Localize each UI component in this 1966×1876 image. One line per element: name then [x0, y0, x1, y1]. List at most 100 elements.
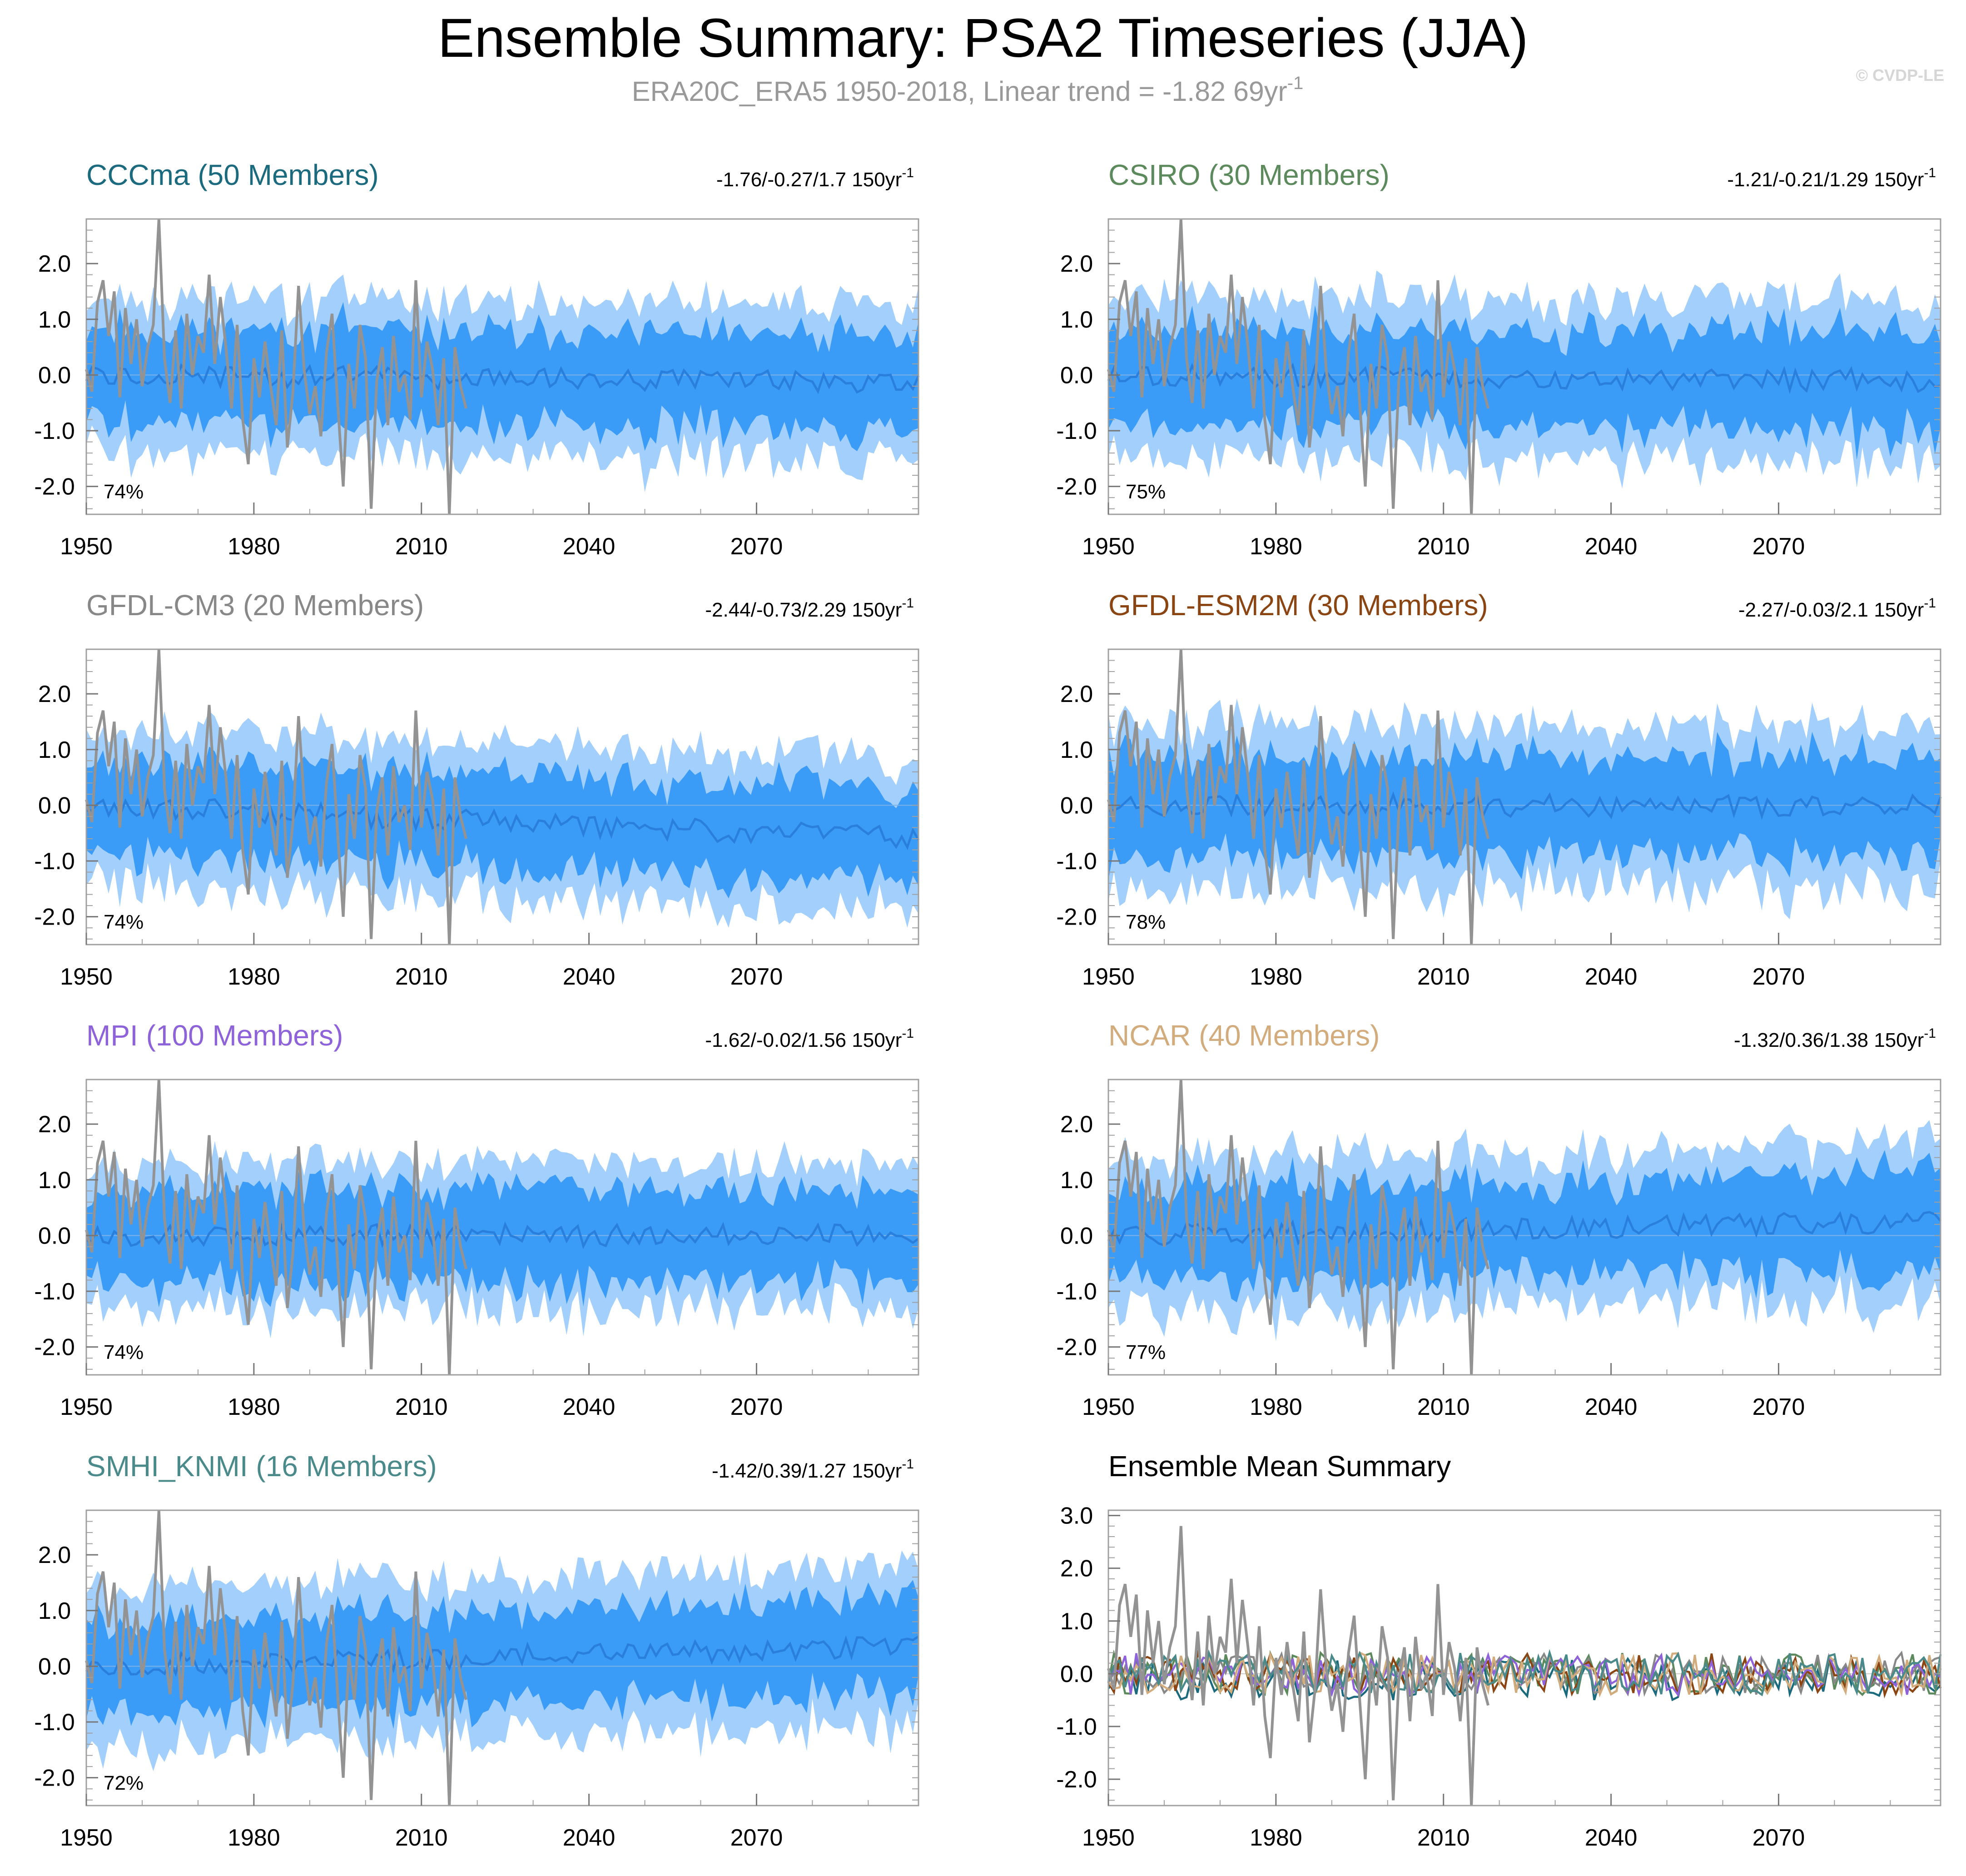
x-tick-label: 2040	[1585, 1394, 1638, 1420]
percent-label: 74%	[104, 481, 144, 503]
percent-label: 78%	[1126, 911, 1166, 933]
x-tick-label: 1950	[60, 1394, 113, 1420]
y-tick-label: -2.0	[1056, 904, 1097, 931]
ensemble-mean-line	[85, 363, 920, 394]
y-tick-label: 0.0	[1060, 792, 1093, 819]
x-tick-label: 1980	[1250, 1825, 1302, 1851]
x-tick-label: 2070	[1753, 533, 1805, 560]
x-tick-label: 2040	[563, 533, 616, 560]
panel-mpi: -2.0 -1.0 0.0 1.0 2.0 1950 1980 2010 2040 2070 MPI…	[34, 1019, 919, 1420]
x-tick-label: 2040	[1585, 1825, 1638, 1851]
x-tick-label: 1980	[1250, 533, 1302, 560]
y-tick-label: -2.0	[34, 474, 75, 500]
x-tick-label: 1980	[228, 964, 280, 990]
y-tick-label: 1.0	[38, 307, 71, 333]
y-tick-label: 1.0	[1060, 307, 1093, 333]
percent-label: 74%	[104, 1341, 144, 1363]
x-tick-label: 2010	[395, 1825, 448, 1851]
plot-frame	[1107, 1509, 1941, 1806]
observed-line	[1107, 219, 1490, 515]
trend-label-exponent: -1	[1924, 165, 1936, 180]
x-tick-label: 1950	[1082, 1394, 1135, 1420]
ensemble-mean-line	[85, 1635, 919, 1677]
figure-subtitle: ERA20C_ERA5 1950-2018, Linear trend = -1…	[632, 73, 1303, 107]
panel-gfdl-cm3: -2.0 -1.0 0.0 1.0 2.0 1950 1980 2010 2040 2070 GFD…	[34, 589, 920, 990]
trend-label: -1.42/0.39/1.27 150yr-1	[712, 1457, 914, 1482]
y-tick-label: 2.0	[38, 1542, 71, 1568]
y-tick-label: 2.0	[38, 681, 71, 707]
x-tick-label: 1980	[228, 533, 280, 560]
trend-label: -1.32/0.36/1.38 150yr-1	[1734, 1026, 1936, 1051]
x-tick-label: 2010	[395, 964, 448, 990]
x-tick-label: 2070	[730, 533, 783, 560]
y-tick-label: -2.0	[1056, 1334, 1097, 1361]
y-tick-label: -2.0	[34, 904, 75, 931]
y-tick-label: 3.0	[1060, 1503, 1093, 1529]
percent-label: 77%	[1126, 1341, 1166, 1363]
figure-title: Ensemble Summary: PSA2 Timeseries (JJA)	[438, 7, 1529, 69]
credit-label: © CVDP-LE	[1856, 66, 1944, 85]
x-tick-label: 1980	[1250, 1394, 1302, 1420]
x-tick-label: 2010	[1417, 1394, 1470, 1420]
y-tick-label: 1.0	[1060, 737, 1093, 763]
y-tick-label: -1.0	[1056, 1714, 1097, 1740]
trend-label-exponent: -1	[902, 1457, 914, 1472]
y-tick-label: 1.0	[38, 1167, 71, 1194]
panel-title: CSIRO (30 Members)	[1108, 159, 1390, 191]
observed-line	[85, 1510, 468, 1806]
x-tick-label: 2010	[395, 533, 448, 560]
x-tick-label: 2070	[1753, 1825, 1805, 1851]
y-tick-label: 1.0	[38, 1598, 71, 1624]
x-tick-label: 2040	[1585, 533, 1638, 560]
y-tick-label: 2.0	[1060, 1111, 1093, 1138]
x-tick-label: 1950	[60, 1825, 113, 1851]
trend-label-text: -1.76/-0.27/1.7 150yr	[716, 169, 902, 191]
x-tick-label: 1950	[1082, 964, 1135, 990]
y-tick-label: -1.0	[34, 1279, 75, 1305]
panel-csiro: -2.0 -1.0 0.0 1.0 2.0 1950 1980 2010 2040 2070 CSI…	[1056, 159, 1941, 560]
x-tick-label: 2070	[730, 1394, 783, 1420]
x-tick-label: 2010	[1417, 964, 1470, 990]
trend-label-exponent: -1	[902, 596, 914, 611]
ensemble-mean-series	[1107, 1649, 1942, 1697]
observed-line	[1107, 1079, 1490, 1375]
panel-title: NCAR (40 Members)	[1108, 1019, 1380, 1052]
plot-frame	[1107, 218, 1941, 515]
y-tick-label: -2.0	[1056, 1767, 1097, 1793]
x-tick-label: 2040	[563, 964, 616, 990]
x-tick-label: 1980	[228, 1825, 280, 1851]
panel-title: CCCma (50 Members)	[86, 159, 379, 191]
y-tick-label: 2.0	[1060, 1556, 1093, 1582]
y-tick-label: 2.0	[1060, 251, 1093, 277]
figure-subtitle-text: ERA20C_ERA5 1950-2018, Linear trend = -1…	[632, 76, 1287, 107]
y-tick-label: 1.0	[1060, 1167, 1093, 1194]
y-tick-label: -1.0	[1056, 848, 1097, 875]
y-tick-label: 0.0	[38, 1223, 71, 1249]
y-tick-label: 2.0	[38, 1111, 71, 1138]
trend-label-exponent: -1	[1924, 596, 1936, 611]
y-tick-label: 0.0	[38, 362, 71, 388]
y-tick-label: -1.0	[34, 848, 75, 875]
observed-line	[1107, 649, 1490, 945]
observed-line	[85, 649, 468, 945]
panel-smhi-knmi: -2.0 -1.0 0.0 1.0 2.0 1950 1980 2010 2040 2070 SMH…	[34, 1450, 919, 1851]
y-tick-label: -1.0	[1056, 418, 1097, 444]
panel-title: MPI (100 Members)	[86, 1019, 343, 1052]
x-tick-label: 2070	[1753, 964, 1805, 990]
percent-label: 72%	[104, 1772, 144, 1794]
panels-group: -2.0 -1.0 0.0 1.0 2.0 1950 1980 2010 2040 2070 CCC…	[34, 159, 1942, 1851]
panel-ncar: -2.0 -1.0 0.0 1.0 2.0 1950 1980 2010 2040 2070 NCA…	[1056, 1019, 1941, 1420]
y-tick-label: 0.0	[1060, 1661, 1093, 1687]
panel-gfdl-esm2m: -2.0 -1.0 0.0 1.0 2.0 1950 1980 2010 2040 2070 GFD…	[1056, 589, 1942, 990]
trend-label-text: -2.44/-0.73/2.29 150yr	[705, 599, 902, 621]
y-tick-label: 0.0	[38, 1653, 71, 1680]
x-tick-label: 1950	[1082, 533, 1135, 560]
panel-title: Ensemble Mean Summary	[1108, 1450, 1451, 1483]
x-tick-label: 2010	[1417, 1825, 1470, 1851]
x-tick-label: 2070	[730, 1825, 783, 1851]
y-tick-label: 2.0	[38, 251, 71, 277]
y-tick-label: 2.0	[1060, 681, 1093, 707]
trend-label-text: -2.27/-0.03/2.1 150yr	[1738, 599, 1924, 621]
x-tick-label: 2010	[395, 1394, 448, 1420]
